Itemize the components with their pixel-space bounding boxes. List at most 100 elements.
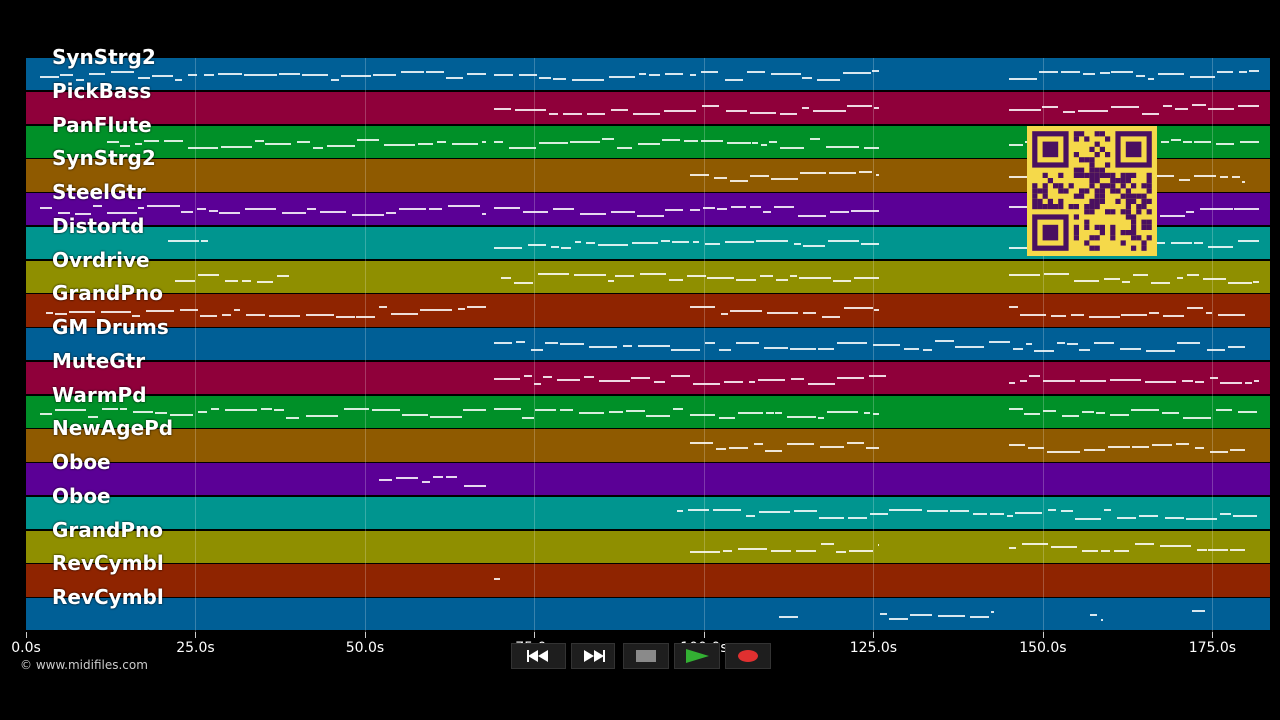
note-mark <box>373 74 396 77</box>
note-mark <box>789 347 817 350</box>
note-mark <box>737 547 768 550</box>
note-mark <box>773 205 794 208</box>
note-mark <box>1079 348 1091 351</box>
note-mark <box>1245 382 1252 385</box>
note-mark <box>878 544 880 547</box>
axis-tick <box>195 632 197 638</box>
note-mark <box>810 137 821 140</box>
note-mark <box>795 550 816 553</box>
note-mark <box>225 409 258 412</box>
note-mark <box>608 410 624 413</box>
note-mark <box>351 213 384 216</box>
note-mark <box>608 280 615 283</box>
note-mark <box>663 110 697 113</box>
note-mark <box>764 347 788 350</box>
note-mark <box>1253 280 1259 283</box>
note-mark <box>889 509 923 512</box>
note-mark <box>55 409 86 412</box>
note-mark <box>1195 380 1205 383</box>
note-mark <box>569 140 600 143</box>
note-mark <box>1008 175 1029 178</box>
note-mark <box>690 551 720 554</box>
note-mark <box>312 146 324 149</box>
note-mark <box>395 476 418 479</box>
note-mark <box>1135 543 1154 546</box>
note-mark <box>1248 70 1259 73</box>
note-mark <box>1152 443 1173 446</box>
axis-tick-label: 125.0s <box>849 640 898 656</box>
note-mark <box>836 341 868 344</box>
axis-tick-label: 25.0s <box>176 640 215 656</box>
note-mark <box>762 210 772 213</box>
note-mark <box>746 71 766 74</box>
play-button[interactable] <box>674 643 720 669</box>
note-mark <box>1150 281 1171 284</box>
note-mark <box>800 172 826 175</box>
note-mark <box>305 313 334 316</box>
note-mark <box>1008 78 1038 81</box>
note-mark <box>1254 379 1259 382</box>
note-mark <box>737 411 763 414</box>
note-mark <box>437 141 447 144</box>
grid-line <box>703 58 705 632</box>
note-mark <box>586 113 605 116</box>
note-mark <box>868 375 886 378</box>
note-mark <box>432 476 443 479</box>
track-lane <box>26 463 1270 496</box>
note-mark <box>1163 315 1184 318</box>
note-mark <box>1074 279 1099 282</box>
note-mark <box>357 138 379 141</box>
note-mark <box>493 341 513 344</box>
note-mark <box>1232 514 1258 517</box>
note-mark <box>610 210 636 213</box>
note-mark <box>356 315 375 318</box>
track-label: NewAgePd <box>52 416 174 441</box>
note-mark <box>880 613 887 616</box>
note-mark <box>1142 112 1160 115</box>
note-mark <box>847 516 867 519</box>
note-mark <box>1170 138 1181 141</box>
note-mark <box>683 139 698 142</box>
note-mark <box>39 207 53 210</box>
stop-button[interactable] <box>623 643 669 669</box>
note-mark <box>1121 313 1148 316</box>
note-mark <box>132 411 153 414</box>
note-mark <box>553 207 575 210</box>
note-mark <box>383 143 416 146</box>
note-mark <box>514 281 533 284</box>
note-mark <box>752 142 758 145</box>
note-mark <box>1149 312 1160 315</box>
note-mark <box>69 311 95 314</box>
note-mark <box>617 147 633 150</box>
grid-line <box>1212 58 1214 632</box>
note-mark <box>927 510 948 513</box>
note-mark <box>1131 446 1150 449</box>
note-mark <box>1083 448 1106 451</box>
fast-forward-button[interactable] <box>571 643 615 669</box>
note-mark <box>724 380 744 383</box>
note-mark <box>724 78 743 81</box>
note-mark <box>771 178 799 181</box>
note-mark <box>429 208 442 211</box>
note-mark <box>609 76 636 79</box>
note-mark <box>556 378 581 381</box>
rewind-button[interactable] <box>511 643 566 669</box>
note-mark <box>585 241 595 244</box>
note-mark <box>523 210 548 213</box>
note-mark <box>1071 314 1085 317</box>
note-mark <box>400 71 425 74</box>
note-mark <box>1132 274 1148 277</box>
record-button[interactable] <box>725 643 771 669</box>
note-mark <box>1136 74 1146 77</box>
note-mark <box>1047 450 1080 453</box>
note-mark <box>687 509 710 512</box>
note-mark <box>549 112 559 115</box>
note-mark <box>888 617 908 620</box>
track-lane <box>26 496 1270 529</box>
note-mark <box>1056 341 1066 344</box>
axis-tick <box>364 632 366 638</box>
note-mark <box>493 378 521 381</box>
note-mark <box>92 205 103 208</box>
note-mark <box>88 416 99 419</box>
note-mark <box>761 143 768 146</box>
